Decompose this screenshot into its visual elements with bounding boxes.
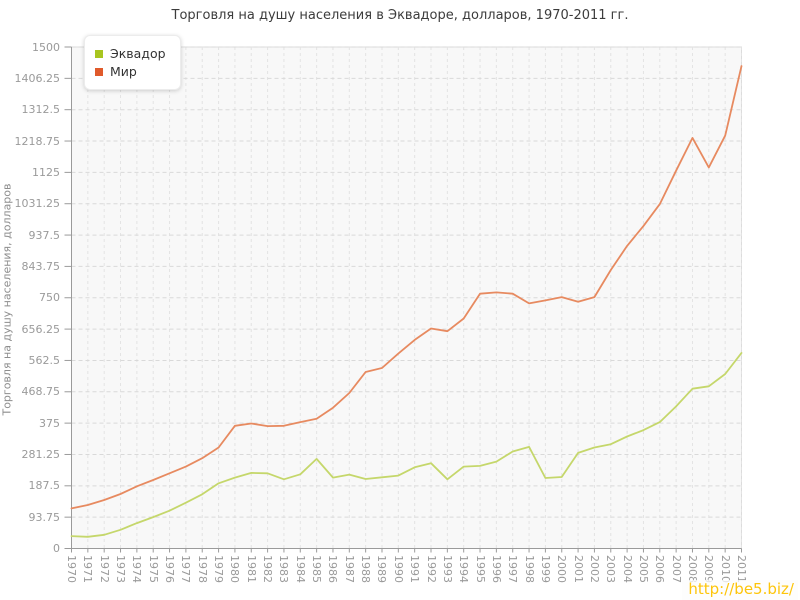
y-tick-label: 187.5 [28,479,61,493]
x-tick-label: 1971 [81,554,95,583]
legend-label: Эквадор [110,46,166,61]
y-tick-label: 281.25 [21,447,61,461]
y-tick-label: 468.75 [21,385,61,399]
x-tick-label: 1995 [473,554,487,583]
x-tick-label: 1993 [440,554,454,583]
y-tick-label: 1125 [32,165,60,179]
y-tick-label: 562.5 [28,353,61,367]
y-tick-label: 1500 [32,40,60,54]
x-tick-label: 1977 [179,554,193,583]
x-tick-label: 1978 [195,554,209,583]
x-tick-label: 2004 [620,554,634,583]
watermark-link[interactable]: http://be5.biz/ [682,580,798,600]
x-tick-label: 1973 [114,554,128,583]
x-tick-label: 1998 [522,554,536,583]
x-tick-label: 2001 [571,554,585,583]
legend-label: Мир [110,64,137,79]
x-tick-label: 1990 [391,554,405,583]
legend-item-ecuador[interactable]: Эквадор [95,46,166,61]
legend-item-world[interactable]: Мир [95,64,166,79]
legend: Эквадор Мир [84,35,181,90]
x-tick-label: 2007 [669,554,683,583]
ecuador-series-swatch-icon [95,49,103,58]
x-tick-label: 1984 [293,554,307,583]
x-tick-label: 1985 [310,554,324,583]
x-tick-label: 1986 [326,554,340,583]
x-tick-label: 1989 [375,554,389,583]
x-tick-label: 2003 [604,554,618,583]
series-line-Эквадор [70,351,743,538]
x-tick-label: 2011 [735,554,748,583]
y-tick-label: 1031.25 [14,197,61,211]
x-tick-label: 1970 [65,554,78,583]
x-tick-label: 1996 [489,554,503,583]
y-tick-label: 93.75 [28,510,61,524]
x-tick-label: 2009 [702,554,716,583]
x-tick-label: 2002 [587,554,601,583]
y-tick-label: 750 [39,291,60,305]
x-tick-label: 1991 [408,554,422,583]
x-tick-label: 1980 [228,554,242,583]
x-tick-label: 1997 [506,554,520,583]
x-tick-label: 1988 [359,554,373,583]
y-tick-label: 375 [39,416,60,430]
y-tick-label: 0 [53,542,60,555]
series-line-Мир [70,65,743,510]
x-tick-label: 1975 [146,554,160,583]
x-tick-label: 1983 [277,554,291,583]
x-tick-label: 1979 [212,554,226,583]
chart-title: Торговля на душу населения в Эквадоре, д… [171,8,629,23]
y-tick-label: 937.5 [28,228,61,242]
x-tick-label: 1994 [457,554,471,583]
y-tick-label: 843.75 [21,259,61,273]
x-tick-label: 1999 [538,554,552,583]
world-series-swatch-icon [95,67,103,76]
x-tick-label: 1972 [97,554,111,583]
x-tick-label: 1992 [424,554,438,583]
y-tick-label: 1218.75 [14,134,61,148]
x-tick-label: 1982 [261,554,275,583]
x-tick-label: 2005 [636,554,650,583]
y-tick-label: 1312.5 [21,103,61,117]
plot-area [71,46,742,549]
x-tick-label: 2006 [653,554,667,583]
x-tick-label: 1987 [342,554,356,583]
x-tick-label: 2000 [555,554,569,583]
x-tick-label: 1974 [130,554,144,583]
x-tick-label: 1981 [244,554,258,583]
y-tick-label: 656.25 [21,322,61,336]
y-tick-label: 1406.25 [14,71,61,85]
x-tick-label: 1976 [163,554,177,583]
x-tick-label: 2010 [718,554,732,583]
x-tick-label: 2008 [685,554,699,583]
